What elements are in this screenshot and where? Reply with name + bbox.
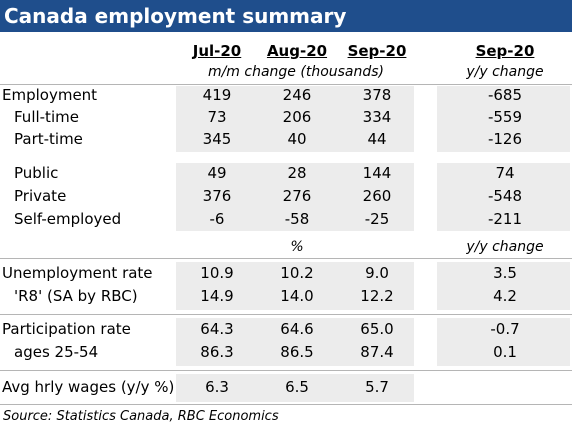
cell-value: 6.5	[285, 378, 309, 396]
cell-value: 44	[367, 130, 387, 148]
yoy-month-header: Sep-20	[475, 42, 535, 60]
cell-value: -6	[209, 210, 225, 228]
cell-value: 64.3	[200, 320, 234, 338]
cell-value: 65.0	[360, 320, 394, 338]
cell-value: 9.0	[365, 264, 389, 282]
cell-value: 10.2	[280, 264, 314, 282]
percent-caption: %	[290, 239, 304, 255]
separator-line	[0, 314, 572, 315]
cell-value: 10.9	[200, 264, 234, 282]
cell-yoy: 3.5	[493, 264, 517, 282]
cell-value: -25	[364, 210, 390, 228]
cell-yoy: -685	[487, 86, 523, 104]
panel-wages	[176, 374, 414, 402]
page-title: Canada employment summary	[4, 4, 347, 28]
cell-yoy: -126	[487, 130, 523, 148]
row-label: Avg hrly wages (y/y %)	[2, 378, 175, 396]
month-header-jul: Jul-20	[192, 42, 242, 60]
cell-value: 334	[362, 108, 392, 126]
cell-value: 376	[202, 187, 232, 205]
panel-unemployment-yoy	[437, 262, 570, 310]
cell-yoy: -559	[487, 108, 523, 126]
row-label: 'R8' (SA by RBC)	[14, 287, 138, 305]
cell-value: 6.3	[205, 378, 229, 396]
month-header-aug: Aug-20	[266, 42, 328, 60]
row-label: Self-employed	[14, 210, 122, 228]
yoy-caption: y/y change	[466, 64, 544, 80]
cell-value: 14.0	[280, 287, 314, 305]
separator-line	[0, 370, 572, 371]
cell-value: 206	[282, 108, 312, 126]
separator-line	[0, 84, 572, 85]
cell-yoy: -211	[487, 210, 523, 228]
row-label: Full-time	[14, 108, 79, 126]
row-label: Part-time	[14, 130, 83, 148]
cell-value: 12.2	[360, 287, 394, 305]
cell-yoy: -548	[487, 187, 523, 205]
cell-value: 378	[362, 86, 392, 104]
cell-value: 73	[207, 108, 227, 126]
row-label: Employment	[2, 86, 98, 104]
month-header-sep: Sep-20	[347, 42, 407, 60]
panel-unemployment	[176, 262, 414, 310]
mm-caption: m/m change (thousands)	[207, 64, 385, 80]
panel-participation	[176, 318, 414, 366]
panel-employment-yoy	[437, 86, 570, 152]
source-note: Source: Statistics Canada, RBC Economics	[3, 409, 279, 424]
yoy-caption-2: y/y change	[466, 239, 544, 255]
separator-line	[0, 258, 572, 259]
cell-value: 49	[207, 164, 227, 182]
panel-sector	[176, 163, 414, 231]
cell-value: 87.4	[360, 343, 394, 361]
row-label: ages 25-54	[14, 343, 99, 361]
separator-line	[0, 404, 572, 405]
title-bar: Canada employment summary	[0, 0, 572, 32]
row-label: Unemployment rate	[2, 264, 153, 282]
cell-value: -58	[284, 210, 310, 228]
cell-yoy: -0.7	[490, 320, 520, 338]
cell-yoy: 4.2	[493, 287, 517, 305]
cell-yoy: 74	[495, 164, 515, 182]
cell-value: 86.3	[200, 343, 234, 361]
panel-employment	[176, 86, 414, 152]
cell-value: 260	[362, 187, 392, 205]
cell-value: 246	[282, 86, 312, 104]
cell-yoy: 0.1	[493, 343, 517, 361]
cell-value: 64.6	[280, 320, 314, 338]
cell-value: 419	[202, 86, 232, 104]
row-label: Participation rate	[2, 320, 131, 338]
cell-value: 28	[287, 164, 307, 182]
row-label: Private	[14, 187, 67, 205]
cell-value: 144	[362, 164, 392, 182]
cell-value: 276	[282, 187, 312, 205]
cell-value: 14.9	[200, 287, 234, 305]
cell-value: 86.5	[280, 343, 314, 361]
row-label: Public	[14, 164, 59, 182]
cell-value: 40	[287, 130, 307, 148]
cell-value: 5.7	[365, 378, 389, 396]
panel-sector-yoy	[437, 163, 570, 231]
panel-participation-yoy	[437, 318, 570, 366]
cell-value: 345	[202, 130, 232, 148]
